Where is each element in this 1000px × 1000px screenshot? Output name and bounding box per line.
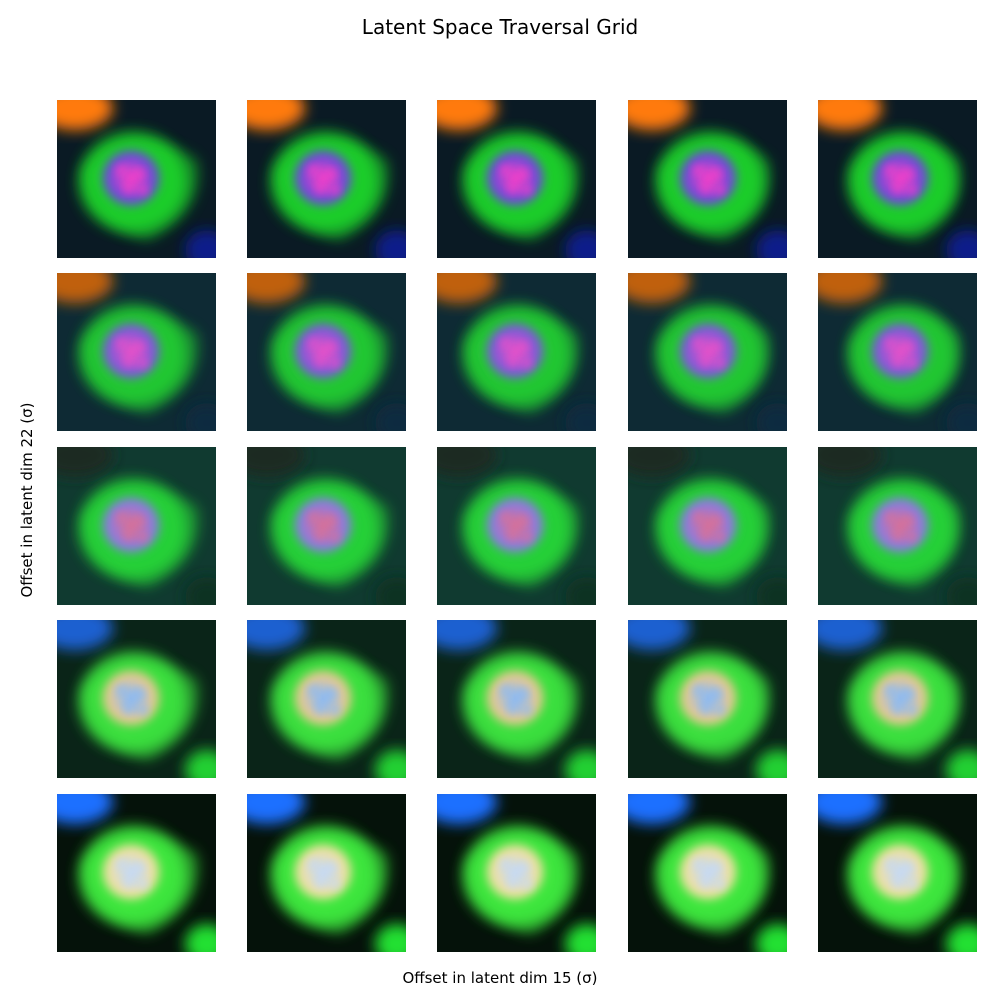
traversal-tile <box>247 273 406 431</box>
cell-image <box>437 447 596 605</box>
cell-image <box>247 794 406 952</box>
traversal-tile <box>57 447 216 605</box>
traversal-tile <box>247 100 406 258</box>
cell-image <box>818 620 977 778</box>
traversal-tile <box>818 447 977 605</box>
traversal-tile <box>437 447 596 605</box>
traversal-tile <box>818 620 977 778</box>
traversal-tile <box>818 273 977 431</box>
cell-image <box>57 100 216 258</box>
traversal-tile <box>628 447 787 605</box>
traversal-tile <box>57 100 216 258</box>
cell-image <box>437 794 596 952</box>
traversal-tile <box>437 620 596 778</box>
cell-image <box>628 620 787 778</box>
cell-image <box>437 620 596 778</box>
cell-image <box>818 100 977 258</box>
cell-image <box>818 447 977 605</box>
traversal-tile <box>437 794 596 952</box>
x-axis-label: Offset in latent dim 15 (σ) <box>402 969 598 987</box>
cell-image <box>628 273 787 431</box>
traversal-tile <box>818 100 977 258</box>
cell-image <box>57 794 216 952</box>
traversal-tile <box>437 100 596 258</box>
traversal-tile <box>247 447 406 605</box>
cell-image <box>247 620 406 778</box>
traversal-tile <box>628 100 787 258</box>
traversal-tile <box>628 794 787 952</box>
cell-image <box>247 273 406 431</box>
cell-image <box>628 100 787 258</box>
traversal-tile <box>247 794 406 952</box>
cell-image <box>818 273 977 431</box>
traversal-tile <box>437 273 596 431</box>
cell-image <box>57 620 216 778</box>
cell-image <box>818 794 977 952</box>
traversal-tile <box>57 273 216 431</box>
cell-image <box>628 794 787 952</box>
cell-image <box>57 273 216 431</box>
cell-image <box>628 447 787 605</box>
cell-image <box>437 273 596 431</box>
traversal-tile <box>57 794 216 952</box>
traversal-tile <box>247 620 406 778</box>
cell-image <box>57 447 216 605</box>
y-axis-label: Offset in latent dim 22 (σ) <box>18 402 36 598</box>
traversal-tile <box>628 273 787 431</box>
traversal-tile <box>818 794 977 952</box>
cell-image <box>437 100 596 258</box>
traversal-tile <box>628 620 787 778</box>
figure-title: Latent Space Traversal Grid <box>361 15 639 39</box>
cell-image <box>247 100 406 258</box>
traversal-tile <box>57 620 216 778</box>
cell-image <box>247 447 406 605</box>
